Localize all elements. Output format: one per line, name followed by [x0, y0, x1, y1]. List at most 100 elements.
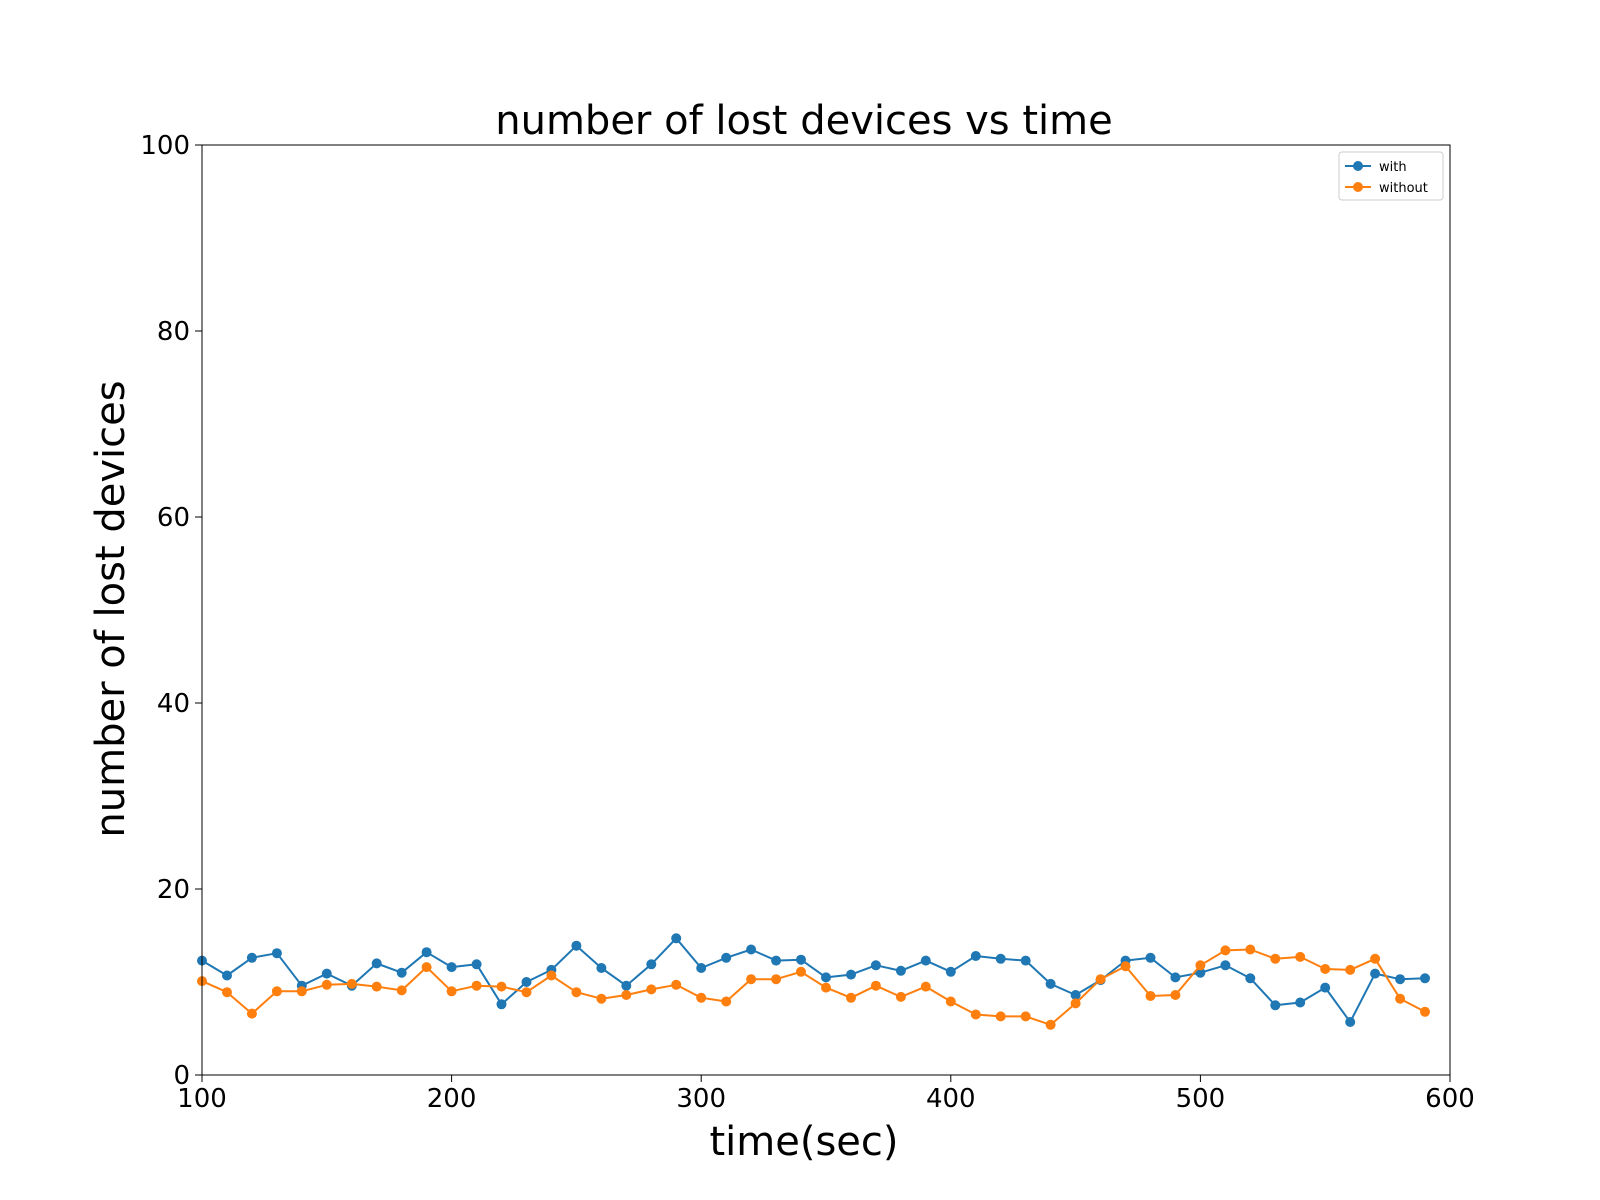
data-point-without — [1345, 964, 1356, 975]
series-without — [197, 944, 1430, 1030]
data-point-with — [1395, 974, 1406, 985]
data-point-without — [870, 980, 881, 991]
data-point-with — [995, 953, 1006, 964]
legend: with without — [1338, 151, 1444, 201]
legend-marker-without — [1353, 182, 1363, 192]
data-point-without — [321, 979, 332, 990]
data-point-without — [1270, 953, 1281, 964]
data-point-without — [721, 996, 732, 1007]
y-axis-label: number of lost devices — [88, 380, 134, 837]
data-point-without — [1320, 964, 1331, 974]
y-axis: 0 20 40 60 80 100 — [140, 131, 202, 1091]
data-point-with — [446, 962, 457, 973]
plot-series — [197, 933, 1430, 1030]
y-tick-label: 20 — [157, 875, 190, 905]
data-point-without — [671, 979, 682, 990]
x-tick-label: 300 — [676, 1084, 726, 1114]
data-point-with — [321, 968, 332, 979]
data-point-with — [796, 954, 806, 965]
data-point-without — [222, 987, 232, 998]
data-point-with — [396, 967, 407, 978]
y-tick-label: 100 — [140, 131, 190, 161]
data-point-with — [1070, 990, 1081, 1000]
data-point-with — [271, 948, 282, 959]
x-axis-label: time(sec) — [709, 1119, 898, 1165]
data-point-without — [995, 1011, 1006, 1022]
data-point-with — [870, 960, 881, 971]
data-point-with — [1420, 973, 1430, 984]
data-point-without — [1020, 1011, 1031, 1022]
data-point-without — [471, 980, 482, 991]
data-point-without — [521, 987, 532, 998]
data-point-with — [821, 972, 831, 983]
data-point-with — [970, 951, 981, 961]
data-point-without — [1420, 1006, 1430, 1017]
data-point-with — [621, 980, 632, 991]
data-point-with — [1220, 960, 1231, 971]
data-point-with — [771, 955, 782, 966]
data-point-without — [271, 986, 282, 997]
data-point-with — [920, 955, 931, 966]
chart-title: number of lost devices vs time — [495, 98, 1112, 144]
data-point-with — [596, 963, 607, 973]
x-tick-label: 600 — [1425, 1084, 1475, 1114]
data-point-with — [571, 940, 582, 951]
data-point-without — [246, 1008, 257, 1019]
data-point-without — [1395, 993, 1406, 1004]
data-point-with — [895, 965, 906, 976]
data-point-with — [945, 966, 956, 977]
data-point-without — [421, 962, 432, 973]
data-point-with — [646, 959, 657, 970]
legend-marker-with — [1353, 161, 1363, 171]
data-point-with — [671, 933, 682, 944]
data-point-without — [1195, 960, 1206, 971]
data-point-without — [1145, 991, 1156, 1001]
data-point-without — [1045, 1019, 1056, 1030]
data-point-without — [646, 984, 657, 995]
data-point-without — [596, 993, 607, 1004]
data-point-without — [1220, 945, 1231, 956]
data-point-with — [746, 944, 757, 955]
plot-frame — [201, 144, 1451, 1076]
y-tick-label: 80 — [157, 317, 190, 347]
data-point-without — [846, 992, 856, 1003]
x-tick-label: 500 — [1176, 1084, 1226, 1114]
data-point-without — [771, 974, 782, 985]
data-point-with — [846, 969, 856, 980]
data-point-with — [1270, 1000, 1281, 1011]
data-point-without — [1370, 953, 1381, 964]
data-point-with — [1345, 1017, 1356, 1027]
data-point-without — [1095, 974, 1106, 985]
data-point-without — [796, 966, 806, 977]
data-point-with — [721, 952, 732, 963]
data-point-with — [1145, 952, 1156, 963]
legend-label-without: without — [1379, 181, 1428, 196]
data-point-with — [1045, 978, 1056, 989]
data-point-with — [1370, 968, 1381, 979]
data-point-without — [1170, 990, 1181, 1000]
data-point-without — [396, 985, 407, 996]
x-axis: 100 200 300 400 500 600 — [177, 1075, 1475, 1114]
data-point-without — [1120, 961, 1131, 972]
data-point-without — [746, 974, 757, 985]
data-point-with — [1295, 997, 1306, 1008]
data-point-without — [346, 978, 357, 989]
data-point-without — [446, 986, 457, 997]
data-point-without — [895, 991, 906, 1002]
data-point-without — [371, 981, 382, 992]
data-point-with — [1195, 967, 1206, 978]
data-point-without — [920, 981, 931, 992]
data-point-without — [1070, 998, 1081, 1009]
x-tick-label: 400 — [926, 1084, 976, 1114]
data-point-without — [821, 982, 831, 993]
data-point-without — [546, 970, 557, 981]
data-point-with — [1320, 982, 1331, 993]
data-point-without — [970, 1009, 981, 1020]
data-point-with — [421, 947, 432, 958]
x-tick-label: 200 — [427, 1084, 477, 1114]
data-point-without — [696, 992, 707, 1003]
legend-label-with: with — [1379, 160, 1407, 175]
data-point-with — [222, 970, 232, 981]
data-point-with — [246, 952, 257, 963]
